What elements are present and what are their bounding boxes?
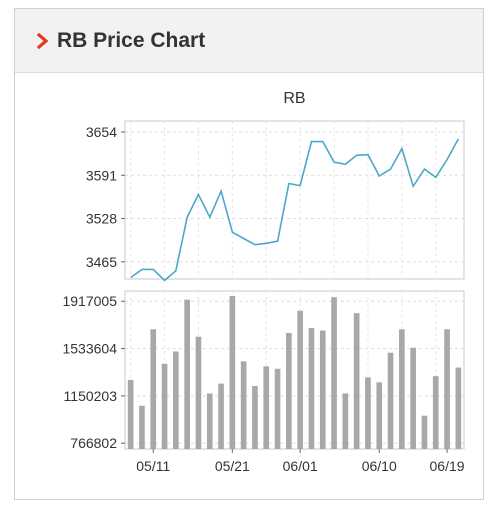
volume-bar — [455, 367, 462, 449]
volume-bar — [286, 332, 292, 449]
volume-bar — [353, 313, 360, 449]
volume-bar — [331, 297, 337, 449]
volume-bar — [444, 329, 450, 449]
volume-bar — [150, 329, 157, 449]
volume-bar — [274, 368, 281, 449]
x-tick-label: 05/21 — [215, 458, 250, 474]
volume-bar — [432, 376, 439, 449]
chart-area: RB 3654 3591 3528 3465 1917005 1533604 1150203 7… — [15, 73, 485, 501]
price-y-tick-label: 3465 — [86, 254, 117, 270]
price-panel-frame — [124, 120, 465, 280]
widget-header: RB Price Chart — [15, 9, 483, 73]
volume-y-tick-label: 1150203 — [64, 388, 118, 404]
volume-bar — [127, 379, 134, 449]
volume-bar — [139, 405, 145, 449]
price-y-tick-label: 3591 — [86, 167, 117, 183]
volume-bar — [263, 366, 270, 449]
price-chart-widget: RB Price Chart RB 3654 3591 3528 3465 1917005… — [14, 8, 484, 500]
volume-panel-frame — [124, 290, 465, 450]
volume-bar — [173, 351, 179, 449]
volume-bar — [365, 377, 371, 449]
price-series-line — [130, 138, 460, 282]
x-tick-label: 05/11 — [136, 458, 170, 474]
volume-bar — [410, 347, 416, 449]
volume-bar — [218, 383, 224, 449]
volume-bar — [240, 361, 247, 449]
chevron-right-icon — [37, 32, 49, 49]
volume-y-tick-label: 1533604 — [62, 341, 117, 357]
volume-bar — [184, 299, 190, 449]
widget-title: RB Price Chart — [57, 28, 206, 52]
volume-y-tick-label: 1917005 — [62, 293, 117, 309]
volume-bar — [195, 336, 202, 449]
volume-bar — [252, 386, 258, 449]
volume-bar — [308, 328, 315, 449]
volume-bar — [399, 329, 405, 449]
chart-title: RB — [283, 90, 305, 107]
volume-bar — [297, 310, 303, 449]
price-volume-chart: RB 3654 3591 3528 3465 1917005 1533604 1150203 7… — [62, 90, 465, 474]
x-tick-label: 06/19 — [430, 458, 465, 474]
volume-bar — [319, 330, 326, 449]
volume-bar — [387, 352, 394, 449]
x-tick-label: 06/01 — [283, 458, 318, 474]
volume-bar — [206, 393, 213, 449]
x-tick-label: 06/10 — [362, 458, 397, 474]
volume-bar — [161, 363, 168, 449]
volume-bar — [421, 415, 428, 449]
volume-y-tick-label: 766802 — [70, 435, 117, 451]
volume-bar — [342, 393, 349, 449]
price-y-tick-label: 3654 — [86, 124, 117, 140]
volume-bar — [376, 382, 383, 449]
volume-bar — [229, 295, 236, 449]
price-y-tick-label: 3528 — [86, 211, 117, 227]
